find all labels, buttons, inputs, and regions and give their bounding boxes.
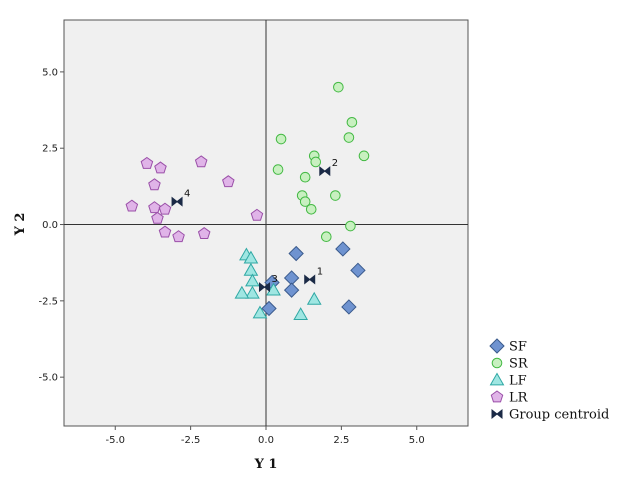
x-tick-label: -2.5: [181, 435, 201, 446]
lf-point: [245, 285, 260, 299]
group-centroid-point: [308, 274, 316, 285]
sr-point: [320, 231, 332, 243]
sr-point: [275, 133, 287, 145]
x-tick-label: 2.5: [333, 435, 349, 446]
group-centroid-point: [258, 282, 266, 293]
sr-point: [310, 156, 322, 168]
group-centroid-point: [304, 274, 311, 285]
lr-point: [222, 175, 235, 188]
y-tick-label: -5.0: [38, 373, 58, 384]
lf-point: [293, 307, 309, 320]
lf-point: [266, 282, 281, 296]
group-centroid-point: [176, 196, 183, 207]
sf-point: [283, 282, 300, 298]
lr-point: [194, 155, 208, 168]
x-tick-label: 0.0: [258, 435, 274, 446]
sf-point: [261, 300, 277, 317]
y-axis-title: Y 2: [13, 213, 28, 237]
centroid-label: 3: [271, 274, 277, 285]
lf-point: [243, 262, 259, 276]
lr-point: [148, 178, 161, 191]
sr-point: [346, 116, 358, 128]
sr-point: [305, 203, 317, 215]
x-tick-label: -5.0: [105, 435, 125, 446]
lr-point: [151, 211, 164, 224]
sr-point: [333, 81, 344, 93]
lf-point: [306, 291, 322, 305]
centroid-label: 4: [184, 189, 190, 200]
legend-sr-label: SR: [509, 357, 529, 372]
sf-point: [288, 245, 304, 262]
group-centroid-point: [171, 196, 178, 207]
legend-sr-marker: [491, 357, 503, 369]
centroid-label: 2: [332, 158, 338, 169]
x-axis-title: Y 1: [254, 457, 278, 472]
lr-point: [125, 199, 139, 212]
sr-point: [345, 220, 356, 232]
sf-point: [350, 262, 366, 279]
lr-point: [148, 201, 161, 214]
y-tick-label: -2.5: [38, 296, 58, 307]
centroid-label: 1: [317, 266, 323, 277]
lr-point: [140, 156, 154, 169]
legend-group-centroid-label: Group centroid: [509, 408, 609, 423]
group-centroid-point: [319, 166, 326, 177]
sr-point: [330, 190, 341, 201]
lr-point: [250, 208, 264, 221]
legend-group-centroid-marker: [496, 408, 503, 420]
legend-lf-marker: [489, 372, 505, 386]
sf-point: [335, 241, 351, 257]
group-centroid-point: [263, 282, 270, 293]
sr-point: [358, 150, 370, 162]
legend-lr-marker: [490, 390, 504, 403]
sr-point: [299, 171, 311, 183]
group-centroid-point: [323, 166, 331, 177]
y-tick-label: 2.5: [42, 144, 58, 155]
lr-point: [158, 225, 172, 238]
lr-point: [172, 230, 185, 243]
legend-lr-label: LR: [509, 391, 529, 406]
sf-point: [341, 299, 357, 315]
lr-point: [197, 227, 211, 240]
y-tick-label: 5.0: [42, 67, 58, 78]
x-tick-label: 5.0: [409, 435, 425, 446]
lf-point: [252, 305, 268, 319]
lf-point: [234, 285, 250, 299]
axis-ticks: -5.0 -2.5 0.0 2.5 5.0 -5.0 -2.5 0.0 2.5 5.0: [38, 67, 424, 446]
sr-point: [272, 164, 284, 175]
legend-lf-label: LF: [509, 374, 527, 389]
y-tick-label: 0.0: [42, 220, 58, 231]
lr-point: [158, 202, 172, 215]
legend-sf-label: SF: [509, 340, 527, 355]
reference-lines: [64, 20, 468, 426]
lr-point: [154, 161, 167, 174]
sr-point: [343, 132, 355, 143]
sr-point: [299, 196, 311, 207]
legend-sf-marker: [489, 338, 505, 354]
legend-group-centroid-marker: [491, 408, 498, 420]
data-points: 1 2 3 4: [125, 81, 370, 320]
legend: SF SR LF LR Group centroid: [489, 338, 609, 423]
